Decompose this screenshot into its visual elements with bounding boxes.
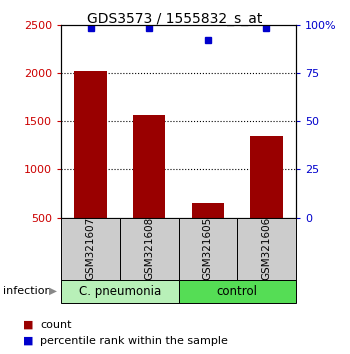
Bar [250,136,282,218]
Text: GSM321606: GSM321606 [261,217,272,280]
Text: infection: infection [4,286,52,296]
Text: GSM321607: GSM321607 [85,217,96,280]
Bar [133,115,165,218]
Bar [75,71,107,218]
Bar [237,218,296,280]
Text: ■: ■ [23,336,33,346]
Text: percentile rank within the sample: percentile rank within the sample [40,336,228,346]
Text: GSM321605: GSM321605 [203,217,213,280]
Text: C. pneumonia: C. pneumonia [79,285,161,298]
Bar [120,218,178,280]
Bar [61,280,178,303]
Text: ■: ■ [23,320,33,330]
Text: control: control [217,285,258,298]
Text: GSM321608: GSM321608 [144,217,154,280]
Bar [192,203,224,218]
Bar [178,218,237,280]
Bar [178,280,296,303]
Text: GDS3573 / 1555832_s_at: GDS3573 / 1555832_s_at [87,12,263,27]
Text: ▶: ▶ [49,286,57,296]
Text: count: count [40,320,72,330]
Bar [61,218,120,280]
